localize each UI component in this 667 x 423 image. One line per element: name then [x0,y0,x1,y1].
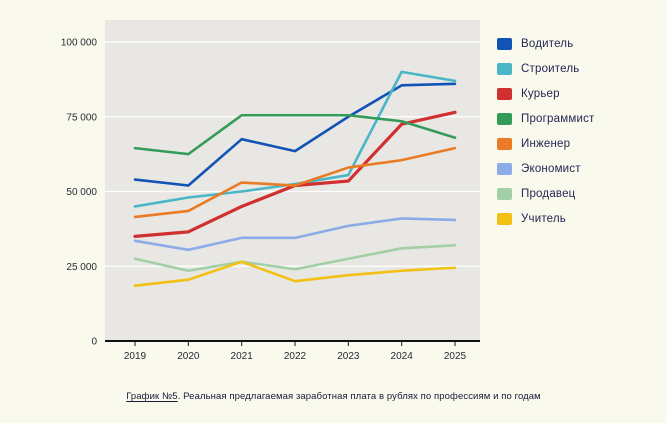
chart-caption: График №5. Реальная предлагаемая заработ… [0,391,667,402]
y-tick-label: 0 [91,337,97,348]
legend-swatch [497,163,512,175]
y-tick-label: 75 000 [66,112,97,123]
series-line-Учитель [133,260,457,287]
legend-item: Строитель [497,61,595,77]
legend-label: Программист [521,113,595,125]
legend-label: Курьер [521,88,560,100]
legend-item: Курьер [497,86,595,102]
legend-swatch [497,188,512,200]
legend-label: Продавец [521,188,576,200]
legend-item: Экономист [497,161,595,177]
series-line-Программист [133,113,457,156]
legend-item: Водитель [497,36,595,52]
y-tick-label: 100 000 [61,38,98,49]
legend-swatch [497,88,512,100]
legend-item: Программист [497,111,595,127]
legend-swatch [497,63,512,75]
legend-swatch [497,113,512,125]
legend-swatch [497,38,512,50]
legend-item: Учитель [497,211,595,227]
x-tick-label: 2019 [124,351,147,362]
series-line-Водитель [133,82,457,187]
x-tick-label: 2020 [177,351,200,362]
series-line-Продавец [133,244,457,273]
chart-legend: Водитель Строитель Курьер Программист Инжене… [497,36,595,227]
legend-label: Экономист [521,163,581,175]
series-line-Инженер [133,146,457,219]
x-tick-label: 2022 [284,351,307,362]
x-tick-label: 2021 [231,351,254,362]
x-tick-label: 2023 [337,351,360,362]
x-tick-label: 2025 [444,351,467,362]
plot-area [105,20,480,341]
caption-text: . Реальная предлагаемая заработная плата… [177,391,541,402]
legend-label: Строитель [521,63,580,75]
series-line-Экономист [133,217,457,252]
x-tick-label: 2024 [391,351,414,362]
legend-swatch [497,138,512,150]
legend-label: Инженер [521,138,571,150]
legend-item: Продавец [497,186,595,202]
y-tick-label: 25 000 [66,262,97,273]
legend-item: Инженер [497,136,595,152]
legend-label: Учитель [521,213,566,225]
legend-swatch [497,213,512,225]
y-tick-label: 50 000 [66,187,97,198]
legend-label: Водитель [521,38,574,50]
caption-prefix: График №5 [126,391,178,402]
